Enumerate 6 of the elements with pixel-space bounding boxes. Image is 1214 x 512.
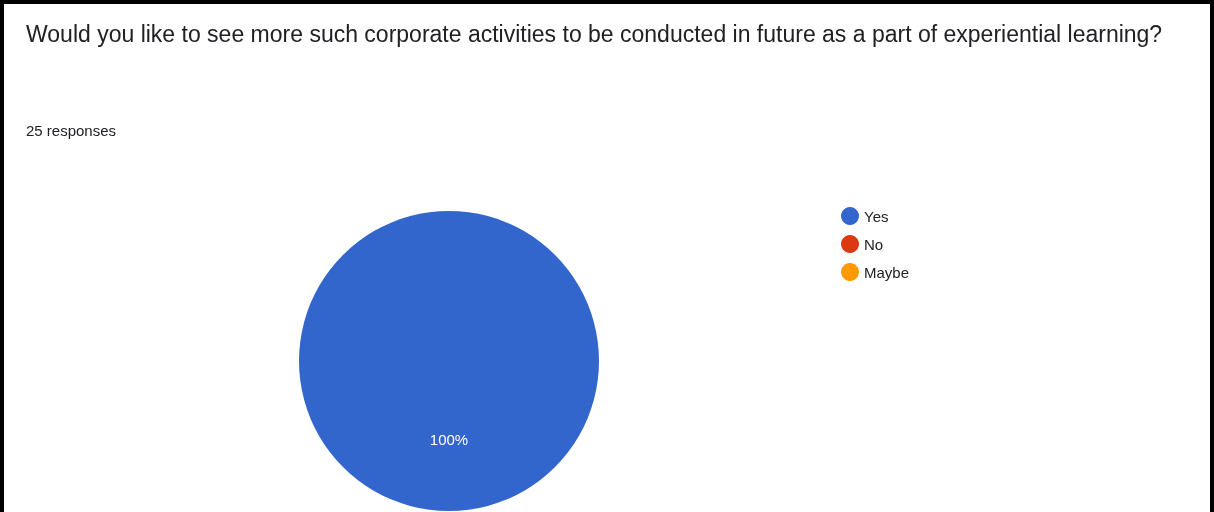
legend-label: Yes: [864, 207, 889, 225]
legend-label: No: [864, 235, 884, 253]
data-label: 100%: [429, 430, 469, 448]
text: 25 responses: [26, 122, 117, 139]
chart-title: Would you like to see more such corporate activities to be conducted in future as a part of experiential learning?: [26, 20, 1164, 49]
legend-label: Maybe: [864, 263, 910, 281]
